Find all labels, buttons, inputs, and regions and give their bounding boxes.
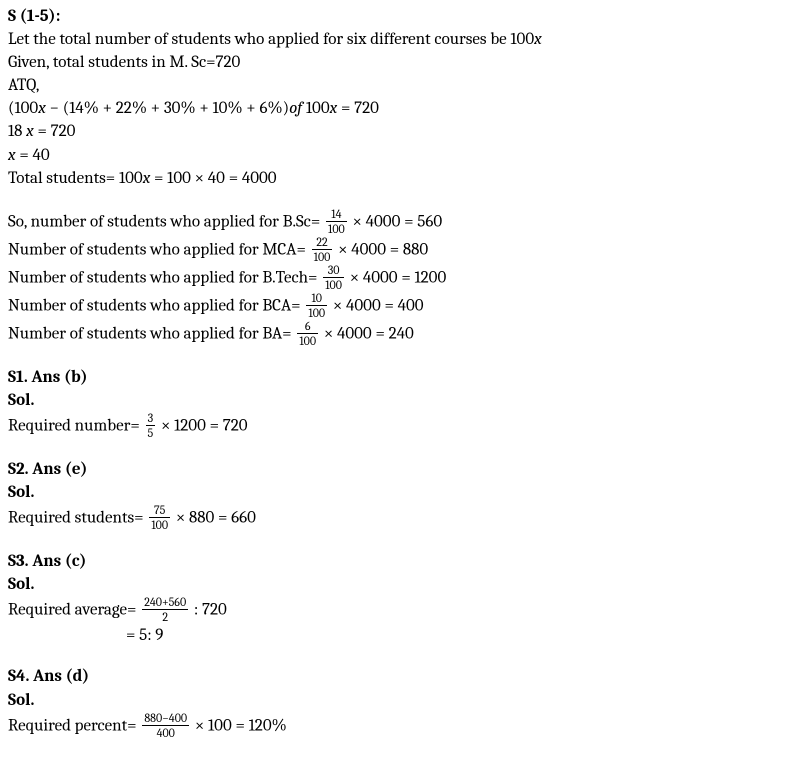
denominator: 100 xyxy=(297,334,318,347)
text: So, number of students who applied for B… xyxy=(8,212,324,231)
s1-heading: S1. Ans (b) xyxy=(8,367,793,389)
text: Required average= xyxy=(8,601,140,620)
s3-sol-label: Sol. xyxy=(8,574,793,596)
intro-line-atq: ATQ, xyxy=(8,75,793,97)
denominator: 5 xyxy=(146,426,156,439)
numerator: 30 xyxy=(323,264,344,278)
fraction: 6100 xyxy=(297,320,318,347)
equation-1: (100x − (14% + 22% + 30% + 10% + 6%)of 1… xyxy=(8,98,793,120)
s3-result: = 5: 9 xyxy=(8,625,793,647)
fraction: 10100 xyxy=(306,292,327,319)
total-students: Total students= 100x = 100 × 40 = 4000 xyxy=(8,168,793,190)
s3-heading: S3. Ans (c) xyxy=(8,551,793,573)
text: × 1200 = 720 xyxy=(157,416,247,435)
equation-2: 18 x = 720 xyxy=(8,121,793,143)
s2-required: Required students= 75100 × 880 = 660 xyxy=(8,505,793,532)
numerator: 240+560 xyxy=(142,596,188,610)
text: Required students= xyxy=(8,509,147,528)
btech-line: Number of students who applied for B.Tec… xyxy=(8,265,793,292)
intro-line-1: Let the total number of students who app… xyxy=(8,29,793,51)
denominator: 100 xyxy=(306,306,327,319)
denominator: 100 xyxy=(323,278,344,291)
denominator: 100 xyxy=(326,222,347,235)
s1-required: Required number= 35 × 1200 = 720 xyxy=(8,413,793,440)
denominator: 100 xyxy=(149,518,170,531)
s4-heading: S4. Ans (d) xyxy=(8,666,793,688)
variable-x: x xyxy=(8,146,16,165)
fraction: 880−400400 xyxy=(142,712,189,739)
text: Total students= 100 xyxy=(8,169,143,188)
text: Number of students who applied for BCA= xyxy=(8,296,304,315)
text: = 40 xyxy=(16,146,50,165)
fraction: 14100 xyxy=(326,208,347,235)
text: (100 xyxy=(8,99,38,118)
variable-x: x xyxy=(38,99,46,118)
text: × 4000 = 880 xyxy=(334,240,428,259)
text: Required percent= xyxy=(8,716,140,735)
variable-x: x xyxy=(26,122,34,141)
text: Number of students who applied for BA= xyxy=(8,324,295,343)
text: × 4000 = 400 xyxy=(329,296,423,315)
text: 100 xyxy=(302,99,329,118)
s2-heading: S2. Ans (e) xyxy=(8,459,793,481)
denominator: 400 xyxy=(142,726,189,739)
text: Number of students who applied for MCA= xyxy=(8,240,310,259)
text: × 100 = 120% xyxy=(191,716,287,735)
variable-x: x xyxy=(534,30,542,49)
numerator: 3 xyxy=(146,412,156,426)
text: Let the total number of students who app… xyxy=(8,30,534,49)
mca-line: Number of students who applied for MCA= … xyxy=(8,237,793,264)
of-text: of xyxy=(289,99,302,118)
numerator: 75 xyxy=(149,504,170,518)
intro-line-2: Given, total students in M. Sc=720 xyxy=(8,52,793,74)
numerator: 6 xyxy=(297,320,318,334)
numerator: 22 xyxy=(312,236,333,250)
text: × 880 = 660 xyxy=(172,509,256,528)
text: = 100 × 40 = 4000 xyxy=(150,169,276,188)
ba-line: Number of students who applied for BA= 6… xyxy=(8,321,793,348)
bsc-line: So, number of students who applied for B… xyxy=(8,209,793,236)
denominator: 100 xyxy=(312,250,333,263)
fraction: 30100 xyxy=(323,264,344,291)
text: × 4000 = 560 xyxy=(349,212,442,231)
fraction: 35 xyxy=(146,412,156,439)
text: = 720 xyxy=(337,99,379,118)
s3-required: Required average= 240+5602 : 720 xyxy=(8,597,793,624)
fraction: 22100 xyxy=(312,236,333,263)
s2-sol-label: Sol. xyxy=(8,482,793,504)
text: Number of students who applied for B.Tec… xyxy=(8,268,321,287)
s4-sol-label: Sol. xyxy=(8,690,793,712)
text: 18 xyxy=(8,122,26,141)
section-heading: S (1-5): xyxy=(8,6,793,28)
bca-line: Number of students who applied for BCA= … xyxy=(8,293,793,320)
text: − (14% + 22% + 30% + 10% + 6%) xyxy=(46,99,289,118)
text: × 4000 = 1200 xyxy=(346,268,446,287)
text: : 720 xyxy=(190,601,227,620)
denominator: 2 xyxy=(142,610,188,623)
s1-sol-label: Sol. xyxy=(8,390,793,412)
text: × 4000 = 240 xyxy=(320,324,414,343)
text: = 720 xyxy=(34,122,76,141)
fraction: 240+5602 xyxy=(142,596,188,623)
fraction: 75100 xyxy=(149,504,170,531)
numerator: 10 xyxy=(306,292,327,306)
numerator: 880−400 xyxy=(142,712,189,726)
equation-3: x = 40 xyxy=(8,145,793,167)
text: Required number= xyxy=(8,416,144,435)
s4-required: Required percent= 880−400400 × 100 = 120… xyxy=(8,713,793,740)
numerator: 14 xyxy=(326,208,347,222)
